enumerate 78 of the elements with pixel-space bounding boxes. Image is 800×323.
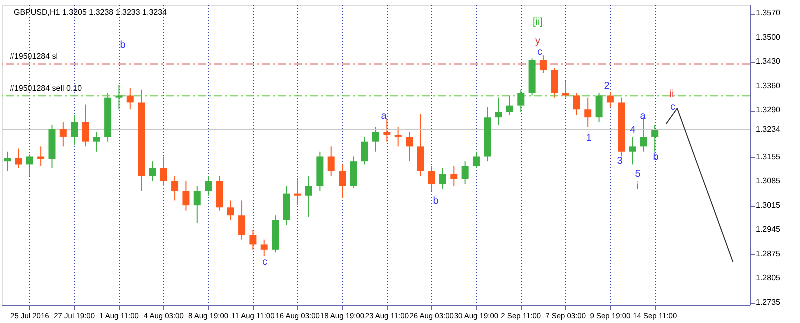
- candlestick: [551, 68, 558, 98]
- candlestick: [205, 176, 212, 196]
- candlestick: [361, 136, 368, 166]
- annotation: ii: [670, 89, 674, 100]
- y-tick-label: 1.3085: [756, 176, 782, 186]
- y-tick-label: 1.2805: [756, 274, 782, 283]
- candlestick: [328, 146, 335, 177]
- candlestick: [26, 154, 34, 177]
- annotation: 3: [617, 156, 624, 167]
- candlestick: [71, 115, 78, 146]
- candlestick: [562, 80, 570, 98]
- annotation: 4: [630, 125, 636, 136]
- candlestick: [160, 156, 168, 187]
- candlestick: [450, 166, 458, 187]
- candlestick: [194, 186, 201, 224]
- annotation: 1: [586, 133, 592, 144]
- candlestick: [15, 148, 22, 170]
- chart-title: GBPUSD,H1 1.3205 1.3238 1.3233 1.3234: [14, 8, 168, 17]
- candlestick: [250, 230, 257, 250]
- candlestick: [472, 151, 480, 170]
- annotation: b: [433, 196, 440, 207]
- candlestick: [294, 178, 302, 206]
- annotation: [ii]: [533, 17, 544, 28]
- candlestick: [428, 166, 436, 192]
- y-tick-label: 1.3015: [756, 200, 782, 210]
- ref-line-label: #19501284 sell 0.10: [10, 84, 83, 94]
- ref-line-label: #19501284 sl: [10, 52, 58, 62]
- annotation: a: [640, 111, 646, 122]
- candlestick: [462, 161, 469, 185]
- candlestick: [227, 200, 234, 221]
- y-tick-label: 1.2945: [756, 225, 782, 234]
- candlestick: [182, 180, 190, 212]
- candlestick: [260, 239, 268, 257]
- candlestick: [439, 168, 446, 190]
- candlestick: [172, 176, 179, 202]
- y-tick-label: 1.3234: [756, 125, 782, 134]
- candlestick: [82, 104, 90, 148]
- annotation: c: [262, 257, 268, 268]
- annotation: 2: [604, 81, 610, 92]
- candlestick: [384, 118, 391, 142]
- candlestick: [606, 91, 614, 108]
- y-tick-label: 1.3155: [756, 152, 782, 162]
- annotation: b: [653, 152, 660, 163]
- candlestick: [4, 151, 12, 172]
- candlestick: [38, 146, 45, 167]
- candlestick: [584, 97, 592, 128]
- annotation: a: [381, 111, 388, 122]
- candlestick: [573, 92, 580, 116]
- candlestick: [149, 161, 156, 182]
- y-tick-label: 1.3290: [756, 106, 782, 115]
- y-tick-label: 1.2875: [756, 249, 782, 258]
- candlestick: [629, 136, 636, 166]
- candlestick: [116, 84, 123, 110]
- candlestick: [339, 164, 346, 198]
- candlestick: [60, 122, 67, 148]
- candlestick: [495, 97, 502, 126]
- candlestick: [596, 92, 603, 123]
- y-tick-label: 1.2735: [756, 298, 782, 307]
- candlestick: [238, 200, 246, 240]
- candlestick: [506, 95, 514, 116]
- candlestick: [93, 132, 100, 152]
- candlestick: [652, 124, 659, 152]
- annotation: c: [538, 47, 542, 58]
- candlestick: [126, 88, 134, 110]
- annotation: c: [670, 102, 676, 113]
- candlestick: [406, 132, 413, 162]
- annotation: 5: [635, 169, 642, 180]
- y-tick-label: 1.3360: [756, 81, 782, 90]
- annotation: i: [636, 181, 640, 192]
- candlestick: [306, 176, 313, 218]
- annotation: b: [120, 40, 126, 51]
- candlestick: [372, 126, 380, 152]
- annotation: y: [536, 36, 540, 47]
- y-tick-label: 1.3430: [756, 57, 782, 66]
- y-tick-label: 1.3500: [756, 32, 782, 42]
- y-tick-label: 1.3570: [756, 8, 782, 18]
- candlestick: [518, 89, 525, 113]
- candlestick: [540, 55, 547, 74]
